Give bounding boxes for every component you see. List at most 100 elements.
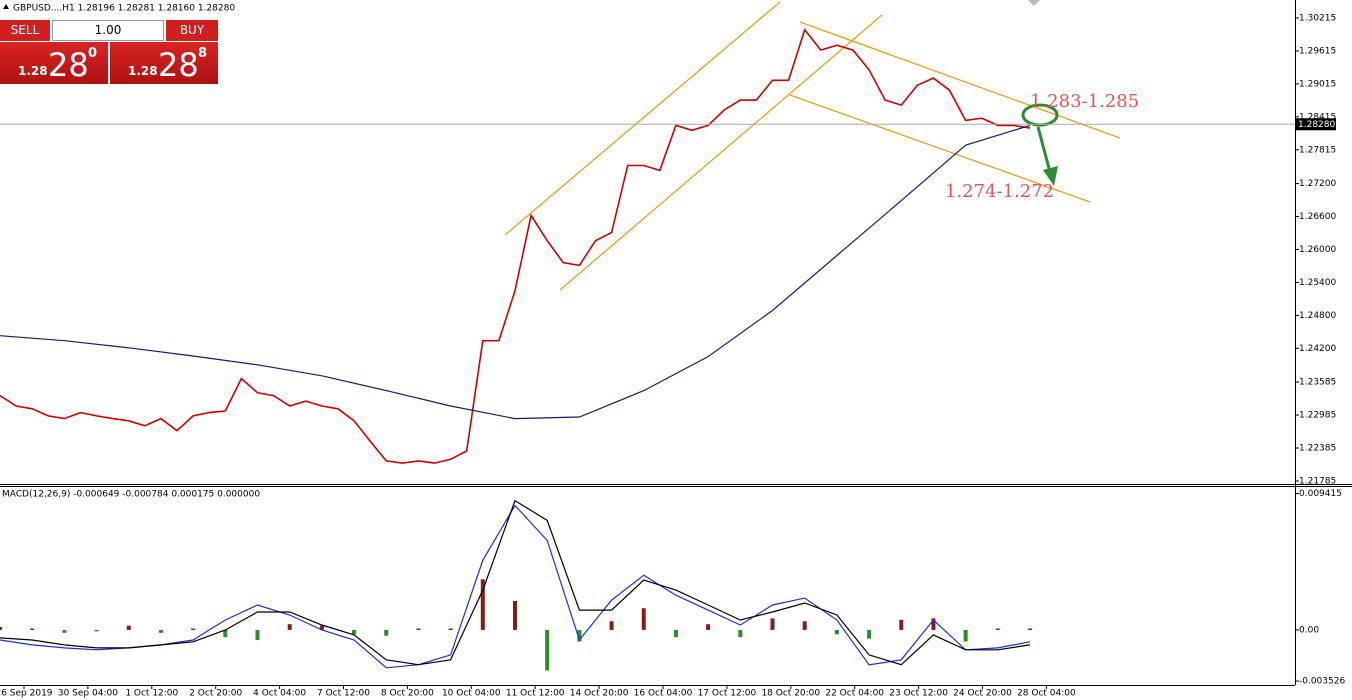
series-line <box>0 28 1031 464</box>
x-tick-label: 17 Oct 12:00 <box>698 689 757 699</box>
histogram-bar <box>62 629 67 633</box>
y-tick-label: 1.21785 <box>1299 476 1336 486</box>
histogram-bar <box>867 629 872 639</box>
sell-button[interactable]: SELL <box>0 20 50 41</box>
histogram-bar <box>0 627 2 630</box>
histogram-bar <box>30 628 35 630</box>
y-tick-label: 1.24800 <box>1299 311 1336 321</box>
arrow-head <box>1043 166 1058 186</box>
histogram-bar <box>545 629 550 671</box>
histogram-bar <box>834 629 839 635</box>
trend-line <box>799 21 1121 139</box>
y-tick-label: 1.22385 <box>1299 444 1336 454</box>
y-tick-label: 1.23585 <box>1299 378 1336 388</box>
x-tick-label: 18 Oct 20:00 <box>761 689 820 699</box>
x-tick-label: 8 Oct 20:00 <box>381 689 434 699</box>
ask-fraction: 8 <box>198 46 208 61</box>
y-tick-label: -0.003526 <box>1299 677 1345 687</box>
y-tick-label: 0.009415 <box>1299 489 1342 499</box>
collapse-icon[interactable] <box>3 4 9 9</box>
histogram-bar <box>287 624 292 630</box>
ask-prefix: 1.28 <box>128 64 158 78</box>
chart-title: GBPUSD....H1 1.28196 1.28281 1.28160 1.2… <box>13 4 235 14</box>
x-tick-label: 1 Oct 12:00 <box>125 689 178 699</box>
trend-line <box>504 1 781 236</box>
channel-lines <box>504 1 1121 291</box>
annotation: 1.274-1.272 <box>945 181 1054 202</box>
x-tick-label: 30 Sep 04:00 <box>58 689 118 699</box>
y-tick-label: 1.28415 <box>1299 112 1336 122</box>
lots-input[interactable]: 1.00 <box>52 20 164 41</box>
shift-marker <box>1028 0 1040 6</box>
histogram-bar <box>352 629 357 635</box>
histogram-bar <box>963 629 968 642</box>
histogram-bar <box>255 629 260 641</box>
current-price-box <box>1296 118 1336 131</box>
bid-pips: 28 <box>48 46 89 84</box>
histogram-bar <box>513 600 517 630</box>
y-tick-label: 1.26000 <box>1299 245 1336 255</box>
histogram-bar <box>899 619 904 630</box>
histogram-bar <box>94 629 99 632</box>
histogram-bar <box>126 625 131 630</box>
histogram-bar <box>706 624 711 630</box>
histogram-bar <box>416 628 421 630</box>
ask-quote[interactable]: 1.28 28 8 <box>110 42 218 84</box>
y-tick-label: 1.27200 <box>1299 179 1336 189</box>
current-price-label: 1.28280 <box>1298 120 1335 130</box>
x-tick-label: 24 Oct 20:00 <box>953 689 1012 699</box>
x-tick-label: 23 Oct 12:00 <box>889 689 948 699</box>
histogram-bar <box>673 629 678 638</box>
histogram-bar <box>802 621 807 630</box>
bid-fraction: 0 <box>88 46 98 61</box>
bid-quote[interactable]: 1.28 28 0 <box>0 42 108 84</box>
x-tick-label: 26 Sep 2019 <box>0 689 53 699</box>
x-tick-label: 4 Oct 04:00 <box>253 689 306 699</box>
x-tick-label: 7 Oct 12:00 <box>317 689 370 699</box>
arrow-shaft <box>1036 126 1052 173</box>
y-tick-label: 1.30215 <box>1299 14 1336 24</box>
target-ellipse <box>1021 103 1059 127</box>
lots-value: 1.00 <box>94 23 122 37</box>
histogram-bar <box>223 629 228 638</box>
x-tick-label: 2 Oct 20:00 <box>189 689 242 699</box>
y-tick-label: 1.25400 <box>1299 278 1336 288</box>
ask-pips: 28 <box>158 46 199 84</box>
y-tick-label: 1.29015 <box>1299 79 1336 89</box>
histogram-bar <box>577 629 582 642</box>
x-tick-label: 22 Oct 04:00 <box>825 689 884 699</box>
histogram-bar <box>158 629 163 633</box>
histogram-bar <box>931 618 936 630</box>
histogram-bar <box>384 629 389 636</box>
y-tick-label: 1.26600 <box>1299 212 1336 222</box>
annotation: 1.283-1.285 <box>1030 91 1139 112</box>
histogram-bar <box>995 628 1000 630</box>
histogram-bar <box>770 618 775 630</box>
histogram-bar <box>1028 628 1032 630</box>
trend-line <box>789 94 1091 203</box>
x-tick-label: 10 Oct 04:00 <box>442 689 501 699</box>
y-tick-label: 1.27815 <box>1299 145 1336 155</box>
series-line <box>0 499 1031 666</box>
y-tick-label: 1.22985 <box>1299 411 1336 421</box>
histogram-bar <box>480 579 485 630</box>
x-tick-label: 28 Oct 04:00 <box>1017 689 1076 699</box>
x-tick-label: 14 Oct 20:00 <box>570 689 629 699</box>
buy-button[interactable]: BUY <box>166 20 218 41</box>
series-line <box>0 124 1031 420</box>
histogram-bar <box>191 628 196 630</box>
histogram-bar <box>609 621 614 630</box>
y-tick-label: 1.29615 <box>1299 46 1336 56</box>
bid-prefix: 1.28 <box>18 64 48 78</box>
histogram-bar <box>319 625 324 630</box>
y-tick-label: 0.00 <box>1299 625 1319 635</box>
x-tick-label: 16 Oct 04:00 <box>634 689 693 699</box>
histogram-bar <box>738 629 743 638</box>
histogram-bar <box>448 628 453 630</box>
trend-line <box>559 14 883 291</box>
x-tick-label: 11 Oct 12:00 <box>506 689 565 699</box>
trade-panel: SELL 1.00 BUY 1.28 28 0 1.28 28 8 <box>0 20 218 84</box>
